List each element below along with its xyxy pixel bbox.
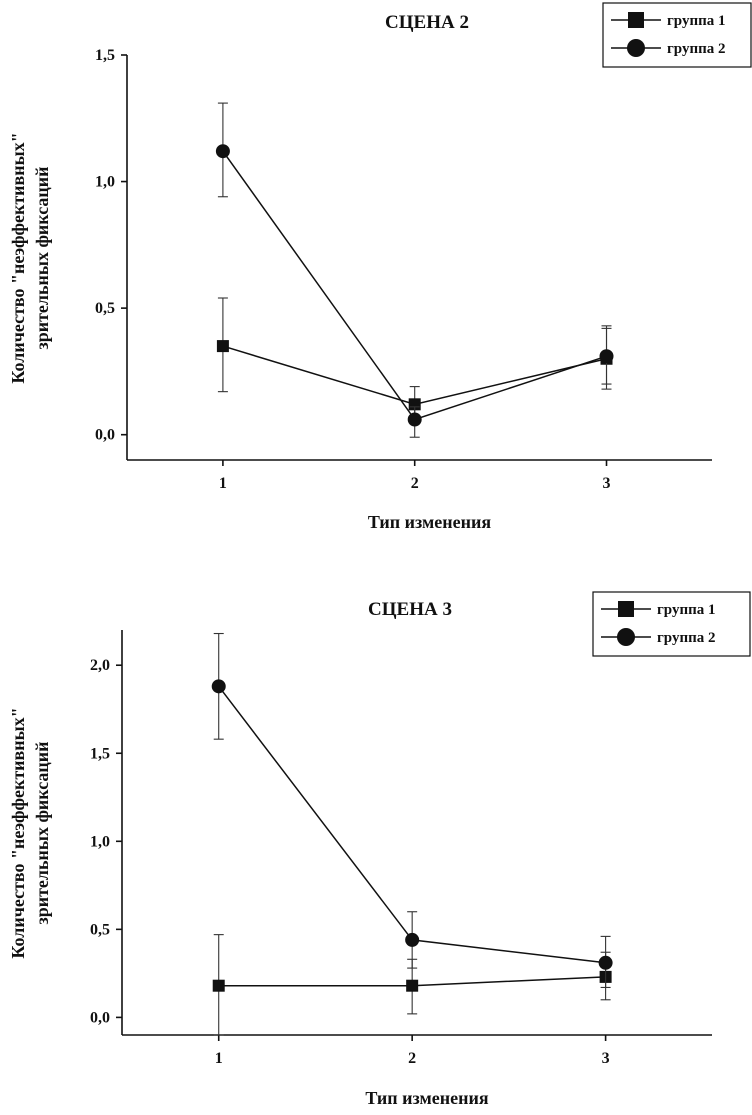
y-tick-label: 1,5 — [90, 745, 110, 762]
data-point-square — [216, 340, 229, 353]
legend-marker-square — [618, 601, 634, 617]
y-axis-label-line-1: Количество "неэффективных" — [8, 132, 28, 383]
data-point-circle — [598, 955, 613, 970]
legend-marker-square — [628, 12, 644, 28]
legend: группа 1 группа 2 — [592, 591, 751, 657]
series-2 — [211, 632, 613, 989]
legend-marker-circle — [627, 39, 645, 57]
data-point-circle — [599, 349, 614, 364]
x-tick-label: 3 — [603, 475, 611, 492]
y-tick-label: 1,0 — [95, 174, 115, 191]
series-1 — [216, 297, 613, 418]
series-2 — [215, 102, 614, 438]
legend-label: группа 2 — [667, 41, 726, 57]
x-axis-label: Тип изменения — [368, 512, 492, 532]
chart-title: СЦЕНА 2 — [385, 12, 469, 33]
x-tick-label: 1 — [215, 1050, 223, 1067]
data-point-circle — [407, 412, 422, 427]
series-line — [222, 150, 607, 421]
y-tick-label: 1,5 — [95, 47, 115, 64]
x-axis-label: Тип изменения — [365, 1088, 489, 1108]
data-point-square — [212, 979, 225, 992]
x-tick-label: 2 — [411, 475, 419, 492]
chart-1: СЦЕНА 2 0,0 0,5 1,0 1,5 1 2 3 Тип изменения Колич… — [8, 2, 752, 532]
x-tick-label: 3 — [602, 1050, 610, 1067]
data-point-circle — [211, 679, 226, 694]
data-point-circle — [215, 144, 230, 159]
legend: группа 1 группа 2 — [602, 2, 752, 68]
legend-marker-circle — [617, 628, 635, 646]
y-axis-label-line-2: зрительных фиксаций — [32, 166, 52, 349]
legend-label: группа 2 — [657, 630, 716, 646]
x-tick-label: 2 — [408, 1050, 416, 1067]
chart-title: СЦЕНА 3 — [368, 599, 452, 620]
y-tick-label: 2,0 — [90, 657, 110, 674]
legend-label: группа 1 — [657, 602, 716, 618]
legend-box — [602, 2, 752, 68]
y-tick-label: 1,0 — [90, 833, 110, 850]
y-axis-label-line-2: зрительных фиксаций — [32, 741, 52, 924]
y-axis-label-line-1: Количество "неэффективных" — [8, 707, 28, 958]
x-tick-label: 1 — [219, 475, 227, 492]
y-tick-label: 0,0 — [90, 1009, 110, 1026]
y-tick-label: 0,5 — [95, 300, 115, 317]
data-point-circle — [405, 932, 420, 947]
y-tick-label: 0,0 — [95, 427, 115, 444]
y-tick-label: 0,5 — [90, 921, 110, 938]
data-point-square — [406, 979, 419, 992]
chart-2: СЦЕНА 3 0,0 0,5 1,0 1,5 2,0 1 2 3 Тип изменения Ко… — [8, 591, 751, 1108]
legend-label: группа 1 — [667, 13, 726, 29]
